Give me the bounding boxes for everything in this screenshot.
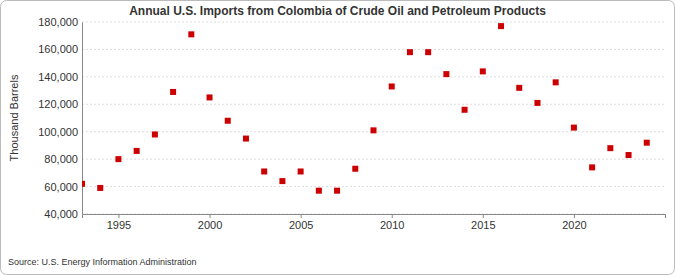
point [152,131,158,137]
x-tick-label: 2010 [380,219,404,231]
y-tick: 100,000 [38,126,82,138]
grid [82,22,665,214]
x-tick-mark [574,214,575,218]
x-tick-mark [392,214,393,218]
y-tick-label: 100,000 [38,126,78,138]
point [134,148,140,154]
point [553,79,559,85]
point [188,31,194,37]
point [207,94,213,100]
x-tick: 2015 [471,214,495,231]
point [480,68,486,74]
grid-line [82,76,665,77]
grid-line [82,22,665,23]
point [534,100,540,106]
title: Annual U.S. Imports from Colombia of Cru… [129,4,546,18]
point [644,140,650,146]
y-tick: 180,000 [38,16,82,28]
y-tick: 40,000 [44,208,82,220]
grid-line [82,104,665,105]
y-tick-label: 140,000 [38,71,78,83]
x-tick-label: 2015 [471,219,495,231]
point [589,164,595,170]
x-tick-label: 2000 [198,219,222,231]
point [316,188,322,194]
y-tick-label: 80,000 [44,153,78,165]
x-axis: 1995 2000 2005 2010 2015 2020 [83,214,666,231]
point [352,166,358,172]
point [298,168,304,174]
point [443,71,449,77]
grid-line [82,49,665,50]
y-tick: 160,000 [38,43,82,55]
point [170,89,176,95]
x-tick-mark [118,214,119,218]
y-tick-label: 60,000 [44,181,78,193]
y-tick: 60,000 [44,181,82,193]
x-axis-line [83,215,666,219]
x-tick-mark [301,214,302,218]
y-tick-label: 180,000 [38,16,78,28]
point [243,136,249,142]
y-tick: 120,000 [38,98,82,110]
x-tick-label: 1995 [107,219,131,231]
y-axis-title: Thousand Barrels [8,74,20,161]
x-tick: 2000 [198,214,222,231]
points [82,23,650,194]
x-tick: 1995 [107,214,131,231]
y-tick: 80,000 [44,153,82,165]
x-tick-label: 2020 [562,219,586,231]
point [607,145,613,151]
y-tick-label: 160,000 [38,43,78,55]
grid-line [82,186,665,187]
point [407,49,413,55]
source: Source: U.S. Energy Information Administ… [8,257,197,267]
x-tick-mark [210,214,211,218]
grid-line [82,159,665,160]
point [571,125,577,131]
point [279,178,285,184]
x-tick: 2020 [562,214,586,231]
point [82,181,85,187]
point [516,85,522,91]
y-tick: 140,000 [38,71,82,83]
point [97,185,103,191]
point [425,49,431,55]
y-tick-label: 120,000 [38,98,78,110]
x-tick: 2010 [380,214,404,231]
y-axis: 40,000 60,000 80,000 100,000 120,000 140,000 1… [38,16,82,220]
x-tick-mark [483,214,484,218]
chart-border [1,1,675,275]
point [115,156,121,162]
x-tick-label: 2005 [289,219,313,231]
y-tick-label: 40,000 [44,208,78,220]
point [261,168,267,174]
point [334,188,340,194]
point [462,107,468,113]
point [498,23,504,29]
point [389,83,395,89]
point [626,152,632,158]
point [371,127,377,133]
plot: 40,000 60,000 80,000 100,000 120,000 140,000 1… [38,16,665,231]
x-tick: 2005 [289,214,313,231]
chart: 40,000 60,000 80,000 100,000 120,000 140,000 1… [0,0,675,275]
point [225,118,231,124]
